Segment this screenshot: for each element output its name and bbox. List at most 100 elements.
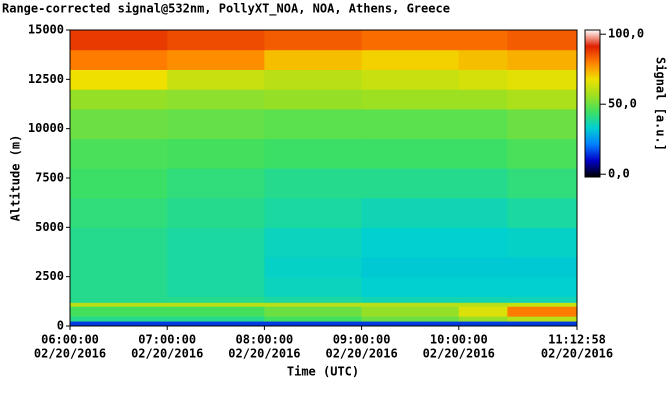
x-tick-label: 09:00:00: [333, 333, 391, 347]
x-tick-label: 07:00:00: [138, 333, 196, 347]
heatmap-cell: [70, 296, 168, 303]
heatmap-cell: [458, 108, 508, 140]
heatmap-cell: [167, 168, 265, 199]
heatmap-cell: [507, 306, 578, 317]
heatmap-cell: [70, 168, 168, 199]
heatmap-cell: [507, 256, 578, 278]
x-tick-date: 02/20/2016: [541, 347, 613, 361]
heatmap-cell: [70, 69, 168, 90]
heatmap-cell: [264, 30, 363, 51]
heatmap-cell: [361, 89, 460, 110]
heatmap-cell: [507, 197, 578, 228]
x-tick-date: 02/20/2016: [423, 347, 495, 361]
heatmap-cell: [264, 306, 363, 317]
y-axis-label: Altitude (m): [9, 135, 23, 222]
colorbar-label: Signal [a.u.]: [654, 57, 668, 151]
x-tick-label: 08:00:00: [235, 333, 293, 347]
heatmap-cell: [507, 89, 578, 110]
heatmap-cell: [507, 227, 578, 258]
heatmap-cell: [361, 168, 460, 199]
heatmap-cell: [361, 69, 460, 90]
heatmap-cell: [70, 316, 168, 322]
colorbar: [584, 29, 601, 178]
heatmap-cell: [361, 302, 460, 307]
x-tick-date: 02/20/2016: [228, 347, 300, 361]
heatmap-cell: [507, 138, 578, 169]
heatmap-cell: [361, 306, 460, 317]
y-tick-label: 5000: [35, 220, 64, 234]
heatmap-cell: [361, 49, 460, 70]
y-tick-label: 15000: [28, 23, 64, 37]
heatmap-cell: [507, 296, 578, 303]
heatmap-cell: [264, 256, 363, 278]
heatmap-cell: [458, 49, 508, 70]
heatmap-cell: [264, 89, 363, 110]
x-tick-label: 11:12:58: [548, 333, 606, 347]
heatmap-cell: [361, 30, 460, 51]
heatmap-cell: [458, 168, 508, 199]
heatmap-cell: [264, 138, 363, 169]
colorbar-tick-label: 100,0: [608, 27, 644, 41]
heatmap-cell: [507, 49, 578, 70]
heatmap-cell: [458, 296, 508, 303]
heatmap-cell: [167, 302, 265, 307]
heatmap-cell: [167, 296, 265, 303]
heatmap-cell: [167, 138, 265, 169]
heatmap-cell: [264, 316, 363, 322]
heatmap-cell: [458, 316, 508, 322]
heatmap-cell: [458, 69, 508, 90]
x-tick-date: 02/20/2016: [131, 347, 203, 361]
heatmap-cell: [458, 276, 508, 297]
y-tick-label: 10000: [28, 121, 64, 135]
colorbar-tick-label: 0,0: [608, 167, 630, 181]
heatmap-cell: [167, 321, 265, 327]
heatmap-cell: [167, 276, 265, 297]
heatmap-cell: [70, 276, 168, 297]
heatmap-cell: [361, 256, 460, 278]
heatmap-cell: [264, 197, 363, 228]
heatmap-cell: [70, 321, 168, 327]
heatmap-cell: [264, 227, 363, 258]
x-tick-label: 10:00:00: [430, 333, 488, 347]
heatmap-cell: [70, 49, 168, 70]
heatmap-cell: [167, 89, 265, 110]
heatmap-cell: [70, 89, 168, 110]
x-axis-label: Time (UTC): [287, 365, 359, 379]
heatmap-cell: [167, 49, 265, 70]
heatmap-cell: [507, 316, 578, 322]
heatmap-cell: [70, 30, 168, 51]
heatmap-cell: [264, 168, 363, 199]
x-tick-date: 02/20/2016: [34, 347, 106, 361]
heatmap-cell: [361, 197, 460, 228]
heatmap-cell: [507, 108, 578, 140]
heatmap-cell: [70, 302, 168, 307]
heatmap-cell: [167, 227, 265, 258]
heatmap-cell: [70, 227, 168, 258]
y-tick-label: 0: [57, 319, 64, 333]
heatmap-cell: [70, 256, 168, 278]
heatmap-cell: [70, 197, 168, 228]
heatmap-cell: [507, 302, 578, 307]
y-tick-label: 2500: [35, 269, 64, 283]
heatmap-cell: [361, 321, 460, 327]
heatmap-cell: [264, 69, 363, 90]
y-tick-label: 7500: [35, 171, 64, 185]
heatmap-cell: [458, 138, 508, 169]
heatmap-cell: [458, 302, 508, 307]
heatmap-cell: [167, 108, 265, 140]
heatmap-cell: [361, 138, 460, 169]
heatmap-cell: [361, 296, 460, 303]
heatmap-cell: [264, 276, 363, 297]
colorbar-tick-label: 50,0: [608, 97, 637, 111]
heatmap-cell: [167, 256, 265, 278]
heatmap-cell: [458, 321, 508, 327]
heatmap-cell: [264, 108, 363, 140]
heatmap-cell: [70, 306, 168, 317]
heatmap-cell: [458, 30, 508, 51]
heatmap-cell: [507, 69, 578, 90]
heatmap-cell: [458, 256, 508, 278]
heatmap-cell: [458, 306, 508, 317]
heatmap-cell: [167, 197, 265, 228]
heatmap-cell: [361, 276, 460, 297]
